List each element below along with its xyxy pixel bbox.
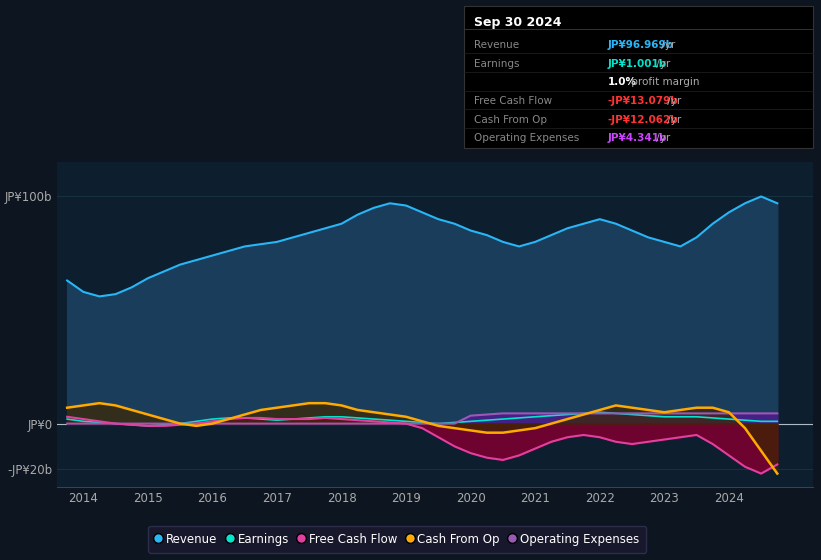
Text: JP¥4.341b: JP¥4.341b	[608, 133, 667, 143]
Text: Cash From Op: Cash From Op	[474, 115, 547, 125]
Text: Free Cash Flow: Free Cash Flow	[474, 96, 552, 106]
Text: Revenue: Revenue	[474, 40, 519, 50]
Text: Earnings: Earnings	[474, 59, 519, 69]
Text: /yr: /yr	[654, 59, 671, 69]
Text: /yr: /yr	[654, 133, 671, 143]
Text: -JP¥13.079b: -JP¥13.079b	[608, 96, 678, 106]
Text: /yr: /yr	[663, 115, 681, 125]
Text: /yr: /yr	[663, 96, 681, 106]
Text: Sep 30 2024: Sep 30 2024	[474, 16, 562, 29]
Text: Operating Expenses: Operating Expenses	[474, 133, 579, 143]
Text: JP¥96.969b: JP¥96.969b	[608, 40, 674, 50]
Text: -JP¥12.062b: -JP¥12.062b	[608, 115, 678, 125]
Text: 1.0%: 1.0%	[608, 77, 636, 87]
Text: JP¥1.001b: JP¥1.001b	[608, 59, 667, 69]
Legend: Revenue, Earnings, Free Cash Flow, Cash From Op, Operating Expenses: Revenue, Earnings, Free Cash Flow, Cash …	[149, 526, 646, 553]
Text: profit margin: profit margin	[628, 77, 699, 87]
Text: /yr: /yr	[658, 40, 676, 50]
